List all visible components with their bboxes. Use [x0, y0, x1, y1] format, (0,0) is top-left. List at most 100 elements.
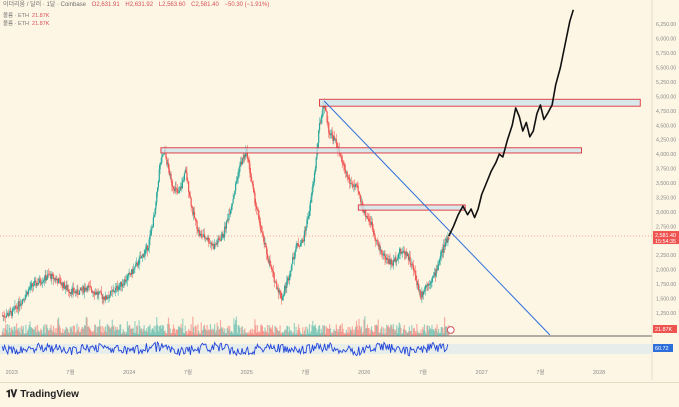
volume-bar [16, 323, 18, 336]
candle-body [217, 238, 219, 244]
volume-bar [384, 328, 386, 336]
resistance-zone[interactable] [319, 98, 641, 107]
volume-bar [336, 328, 338, 336]
volume-bar [430, 329, 432, 336]
volume-bar [381, 333, 384, 336]
candle-body [177, 189, 179, 193]
candle-body [5, 314, 8, 318]
volume-bar [103, 327, 105, 336]
volume-bar [434, 327, 436, 336]
volume-bar [325, 326, 327, 336]
y-tick-label: 4,500.00 [656, 123, 676, 129]
symbol-title[interactable]: 이더리움 / 달러 · 1달 · Coinbase [3, 2, 86, 8]
volume-bar [378, 332, 380, 336]
candle-body [301, 239, 303, 244]
volume-bar [21, 329, 24, 336]
candle-body [380, 249, 382, 251]
volume-bar [318, 325, 320, 336]
candle-body [195, 219, 197, 222]
price-chart[interactable]: 6,250.00 6,000.00 5,750.00 5,500.00 5,250.00… [0, 0, 679, 382]
volume-bar [390, 324, 392, 336]
volume-bar [170, 333, 172, 336]
volume-bar [81, 326, 83, 336]
volume-bar [332, 332, 334, 336]
event-flag-icon[interactable] [446, 326, 455, 334]
legend-row-2[interactable]: 볼륨 · ETH 21.87K [3, 19, 49, 27]
candle-body [441, 249, 443, 253]
volume-bar [84, 326, 87, 336]
volume-bar [432, 329, 434, 336]
candle-body [370, 222, 373, 225]
candle-body [15, 305, 17, 308]
volume-bar [60, 332, 62, 336]
volume-bar [351, 326, 353, 336]
candle-body [220, 237, 222, 241]
legend-label: 볼륨 · ETH [3, 13, 30, 19]
trendline[interactable] [323, 100, 551, 336]
candle-body [219, 240, 222, 241]
projection-path[interactable] [448, 9, 575, 237]
x-tick-label: 7월 [536, 368, 544, 376]
candle-body [59, 279, 61, 284]
candle-body [260, 225, 262, 231]
volume-bar [240, 327, 243, 336]
x-tick-label: 2024 [123, 370, 135, 376]
volume-bar [369, 333, 371, 336]
volume-bar [61, 332, 63, 336]
volume-bar [227, 325, 229, 336]
volume-bar [177, 325, 180, 336]
volume-bar [278, 331, 280, 336]
volume-badge-bg [653, 325, 677, 333]
volume-bar [186, 331, 188, 336]
volume-bar [176, 329, 178, 336]
volume-bar [27, 328, 29, 336]
volume-bar [355, 320, 358, 336]
candle-body [208, 237, 210, 243]
volume-bar [326, 327, 328, 336]
candle-body [374, 234, 376, 239]
volume-bar [288, 326, 290, 336]
candle-body [61, 282, 63, 285]
volume-bar [438, 328, 440, 336]
candle-body [442, 249, 444, 253]
candle-body [266, 247, 268, 255]
candle-body [111, 290, 113, 292]
volume-bar [232, 333, 234, 336]
candle-body [10, 311, 13, 316]
volume-bar [146, 328, 148, 336]
volume-bar [207, 330, 209, 336]
candle-body [150, 230, 152, 235]
volume-bar [130, 328, 133, 336]
candle-body [249, 163, 251, 173]
volume-bar [15, 330, 17, 336]
legend-row-1[interactable]: 볼륨 · ETH 21.87K [3, 11, 49, 19]
volume-bar [343, 332, 345, 336]
candle-body [45, 274, 47, 280]
candle-body [47, 274, 49, 278]
symbol-header: 이더리움 / 달러 · 1달 · Coinbase O2,631.91 H2,6… [3, 2, 273, 9]
candle-body [358, 191, 360, 194]
candle-body [86, 288, 88, 291]
candle-body [388, 259, 390, 264]
y-tick-label: 3,500.00 [656, 181, 676, 187]
candle-body [56, 278, 58, 281]
volume-bar [30, 326, 32, 336]
volume-bar [251, 328, 254, 336]
candle-body [96, 292, 98, 295]
candle-body [168, 168, 170, 175]
candle-body [127, 273, 129, 277]
volume-bar [250, 329, 252, 336]
volume-bar [401, 333, 403, 336]
volume-bar [162, 325, 165, 336]
rsi-line [1, 340, 449, 357]
tradingview-logo[interactable]: 𝟏𝐕 TradingView [6, 389, 79, 400]
candle-body [235, 183, 237, 191]
volume-bar [90, 331, 92, 336]
volume-bar [35, 325, 37, 336]
resistance-zone[interactable] [357, 204, 466, 211]
volume-bar [264, 327, 266, 336]
candle-body [344, 164, 346, 170]
volume-bar [184, 325, 186, 336]
candle-body [302, 239, 304, 241]
candle-body [120, 281, 122, 286]
